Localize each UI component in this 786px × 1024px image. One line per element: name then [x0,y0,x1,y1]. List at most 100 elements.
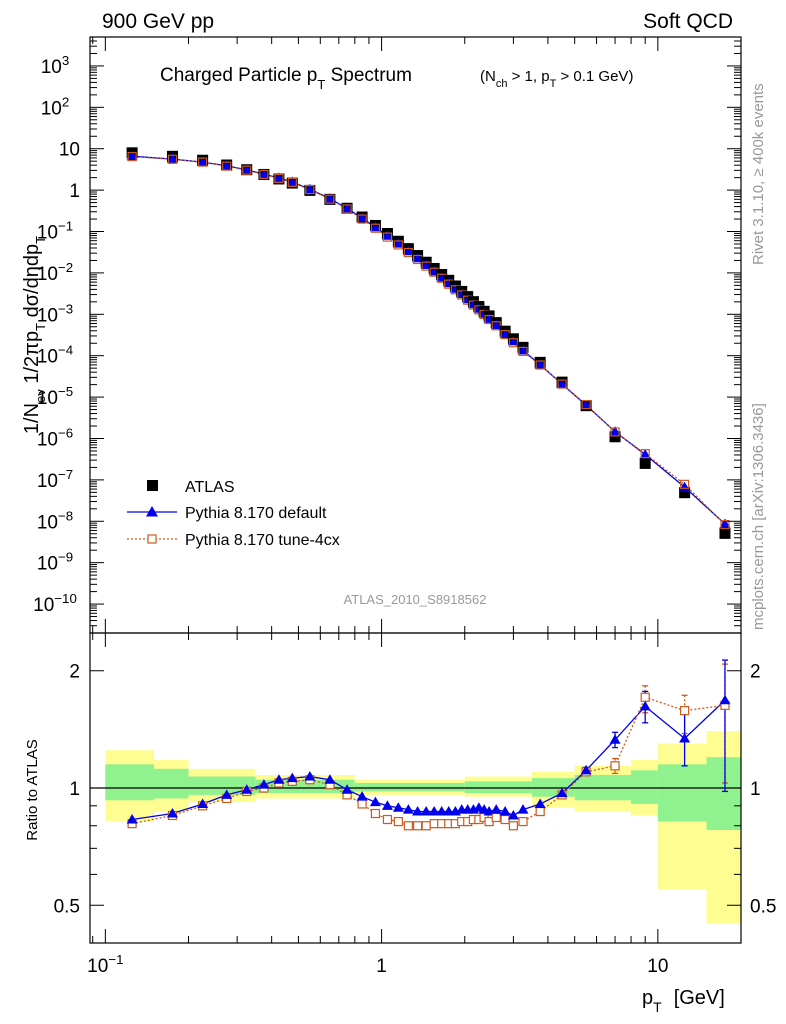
legend-label-tune: Pythia 8.170 tune-4cx [185,532,340,549]
pythia-default-point [534,359,546,369]
ylabel-a-sub: ev [33,389,48,403]
ratio-y-axis-label: Ratio to ATLAS [24,739,41,840]
y-tick-label-11: 10 [59,140,80,161]
ratio-pythia-tune-4cx-point [393,816,403,827]
ratio-pythia-default-point [304,771,316,781]
pythia-tune-4cx-point [535,360,545,370]
y-tick-label-10: 1 [69,181,80,202]
y-tick-label-1-exp: −9 [58,550,73,565]
series-line-pythia-tune-4cx [132,155,726,526]
ratio-pythia-default-point [286,772,298,783]
ratio-pythia-default-point [197,798,209,808]
ratio-pythia-default-point [556,787,568,798]
atlas-point [609,431,621,443]
y-tick-label-4-exp: −6 [58,425,73,440]
band-inner-9 [657,764,707,822]
ratio-pythia-default-point [609,734,621,744]
pythia-default-point [241,164,253,174]
pythia-default-point [392,238,404,248]
y-tick-label-12: 102 [41,94,70,119]
ratio-pythia-default-point [534,798,546,808]
y-tick-label-9-exp: −1 [58,219,73,234]
pythia-tune-4cx-point [557,379,567,389]
band-inner-5 [464,781,532,794]
pythia-tune-4cx-point [518,346,528,357]
ratio-pythia-tune-4cx-point [370,808,381,819]
y-tick-label-6-exp: −4 [58,343,73,358]
band-inner-1 [153,768,189,799]
legend-marker-atlas [147,480,158,491]
legend-label-default: Pythia 8.170 default [185,505,327,522]
x-tick-label-0-exp: −1 [108,952,123,967]
y-tick-label-3: 10−7 [37,467,73,492]
ratio-pythia-default-point [369,796,381,807]
ratio-pythia-default-point [273,774,285,784]
main-data [126,147,731,539]
ratio-pythia-tune-4cx-point [535,806,545,817]
band-inner-2 [188,776,256,795]
cuts-sub-1: ch [496,78,508,90]
ratio-pythia-tune-4cx-point [491,812,501,823]
pythia-tune-4cx-point [508,338,518,348]
cuts-part-2: > 1, p [507,68,549,85]
y-tick-label-3-base: 10 [37,471,58,492]
pythia-tune-4cx-point [167,154,178,164]
ratio-pythia-default-point [166,808,178,818]
ratio-pythia-default-point [436,806,448,816]
legend: ATLAS Pythia 8.170 default Pythia 8.170 … [127,479,340,549]
pythia-tune-4cx-point [610,427,620,437]
y-tick-label-5: 10−5 [37,384,73,409]
ratio-pythia-tune-4cx-point [508,821,518,831]
y-tick-label-5-exp: −5 [58,384,73,399]
y-tick-label-8-base: 10 [37,264,58,285]
y-tick-label-9: 10−1 [37,219,73,244]
main-y-axis-label: 1/Nev 1/2πpT dσ/dηdpT [21,236,48,434]
pythia-tune-4cx-point [393,240,403,250]
y-tick-label-8: 10−2 [37,260,73,285]
ratio-y-tick-label-right-1: 1 [750,779,761,800]
header-left: 900 GeV pp [102,10,214,33]
cuts-part-1: (N [480,68,496,85]
ratio-pythia-default-point [719,694,731,705]
pythia-default-point [381,230,393,240]
ratio-y-tick-label-right-0: 0.5 [750,896,776,917]
pythia-default-point [556,378,568,389]
chart-cuts: (Nch > 1, pT > 0.1 GeV) [480,68,633,90]
ratio-y-tick-label-1: 1 [69,779,80,800]
pythia-tune-4cx-point [640,449,650,459]
pythia-default-point [324,193,336,203]
legend-marker-default [146,506,158,517]
ylabel-c-sub: T [33,236,48,244]
ylabel-b: 1/2πp [21,331,43,389]
y-tick-label-1: 10−9 [37,550,73,575]
pythia-default-point [517,344,529,355]
ratio-pythia-tune-4cx-point [403,821,413,831]
pythia-tune-4cx-point [680,479,690,489]
y-tick-label-13: 103 [41,53,70,78]
pythia-default-point [258,168,270,179]
ratio-pythia-default-point [428,806,440,816]
ratio-pythia-tune-4cx-point [640,692,650,702]
pythia-default-point [412,252,424,263]
series-line-pythia-default [132,155,726,525]
ratio-pythia-default-point [499,806,511,816]
pythia-default-point [369,221,381,232]
y-tick-label-2-exp: −8 [58,508,73,523]
ratio-pythia-tune-4cx-point [421,821,431,831]
y-tick-label-13-base: 10 [41,57,62,78]
pythia-tune-4cx-point [198,157,208,167]
atlas-point [639,457,651,469]
chart-title-main: Charged Particle p [160,65,317,86]
y-tick-label-8-exp: −2 [58,260,73,275]
y-tick-label-2-base: 10 [37,512,58,533]
pythia-tune-4cx-point [274,173,284,183]
y-tick-label-7-base: 10 [37,305,58,326]
y-tick-label-13-exp: 3 [62,53,69,68]
y-tick-label-5-base: 10 [37,388,58,409]
pythia-default-point [286,176,298,187]
ratio-pythia-default-point [420,806,432,816]
x-tick-label-0-base: 10 [87,956,108,977]
pythia-default-point [580,399,592,410]
atlas-point [679,487,691,499]
ratio-pythia-tune-4cx-point [680,706,690,716]
